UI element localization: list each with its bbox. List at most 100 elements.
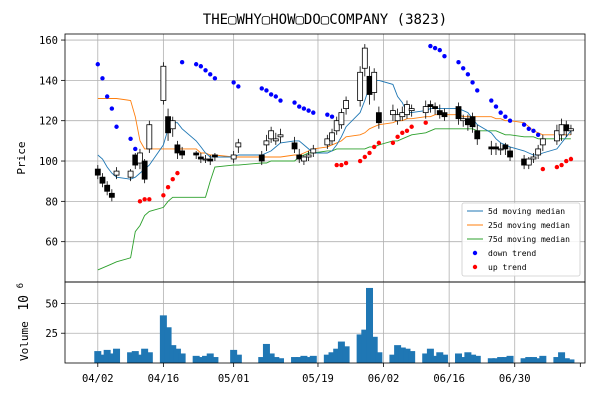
down-trend-marker	[208, 72, 213, 77]
up-trend-marker	[559, 162, 564, 168]
up-trend-marker	[568, 156, 574, 162]
down-trend-marker	[212, 76, 218, 81]
candlestick	[197, 152, 204, 164]
price-tick-labels: 60 80 100 120 140 160	[39, 35, 65, 249]
down-trend-marker	[498, 110, 503, 115]
legend-marker-swatch	[472, 264, 478, 270]
volume-bar	[440, 354, 448, 363]
candle-down-body	[296, 154, 303, 160]
candle-down-body	[441, 112, 448, 118]
candle-down-body	[104, 184, 111, 192]
candlestick	[127, 169, 134, 182]
volume-bar	[356, 334, 364, 363]
candle-down-body	[94, 168, 101, 176]
candlestick	[268, 126, 275, 143]
legend-label: up trend	[488, 263, 527, 272]
candle-up-body	[404, 104, 410, 116]
down-trend-marker	[329, 114, 335, 119]
candle-down-body	[179, 150, 186, 156]
down-trend-marker	[535, 132, 541, 138]
candle-down-body	[507, 150, 513, 158]
up-trend-marker	[343, 160, 349, 166]
down-trend-marker	[493, 104, 499, 109]
down-trend-marker	[442, 53, 447, 59]
down-trend-marker	[311, 110, 316, 115]
down-trend-marker	[203, 68, 208, 73]
volume-bar	[403, 348, 411, 363]
volume-bar	[389, 354, 397, 363]
candle-down-body	[165, 116, 171, 134]
candle-up-body	[408, 108, 415, 112]
up-trend-marker	[409, 124, 414, 129]
trend-markers	[95, 43, 574, 204]
x-tick-label: 04/02	[82, 373, 114, 385]
candlestick	[525, 156, 532, 170]
volume-bar	[394, 345, 402, 363]
candle-up-body	[169, 120, 176, 130]
candlestick	[305, 150, 312, 162]
candlestick	[432, 102, 438, 115]
up-trend-marker	[161, 193, 166, 198]
x-tick-label: 05/19	[302, 373, 334, 385]
volume-bar	[464, 352, 472, 363]
down-trend-marker	[133, 146, 138, 152]
candle-up-body	[263, 140, 270, 146]
down-trend-marker	[460, 66, 466, 71]
volume-grid	[65, 282, 585, 363]
chart-title: THE▢WHY▢HOW▢DO▢COMPANY (3823)	[203, 12, 447, 28]
x-tick-label: 05/01	[218, 373, 250, 385]
candlestick	[427, 100, 434, 113]
up-trend-marker	[390, 140, 396, 146]
volume-bar	[506, 355, 514, 363]
volume-bar	[127, 352, 135, 363]
volume-bar	[398, 347, 406, 363]
volume-bar	[103, 349, 111, 363]
down-trend-marker	[236, 84, 241, 89]
volume-bar	[342, 346, 350, 363]
volume-bar	[291, 357, 299, 363]
down-trend-marker	[456, 60, 461, 65]
down-trend-marker	[100, 76, 105, 81]
candle-down-body	[474, 130, 481, 140]
price-tick-label: 140	[39, 75, 58, 87]
volume-bar	[173, 348, 181, 363]
candle-down-body	[141, 160, 148, 180]
down-trend-marker	[297, 104, 302, 109]
down-trend-marker	[264, 88, 269, 93]
volume-bar	[141, 348, 149, 363]
candle-up-body	[277, 134, 284, 138]
down-trend-marker	[325, 112, 330, 117]
down-trend-marker	[301, 106, 307, 111]
volume-bar	[309, 355, 317, 363]
candle-up-body	[305, 154, 312, 158]
candlestick	[441, 108, 448, 121]
candlestick	[113, 167, 120, 180]
candlestick	[399, 106, 406, 121]
volume-bar	[337, 341, 345, 363]
candle-down-body	[427, 104, 434, 107]
candlestick	[179, 146, 186, 160]
price-panel: 60 80 100 120 140 160 Price 5d moving median 2…	[15, 33, 586, 283]
candle-up-body	[329, 132, 335, 142]
volume-bar	[436, 352, 444, 363]
candle-up-body	[127, 170, 134, 178]
candlestick	[104, 181, 111, 196]
candle-up-body	[137, 152, 143, 164]
volume-bar	[534, 358, 542, 363]
price-axis-label: Price	[15, 141, 28, 174]
candle-up-body	[361, 47, 368, 69]
candlestick	[212, 152, 218, 162]
up-trend-marker	[175, 170, 180, 176]
volume-bar	[272, 357, 280, 363]
candlestick	[408, 104, 415, 117]
candle-up-body	[539, 138, 546, 146]
candlestick	[394, 108, 401, 125]
candlestick	[258, 150, 265, 166]
volume-bar	[145, 352, 153, 363]
down-trend-marker	[432, 45, 438, 51]
volume-bar	[178, 353, 186, 363]
candlestick	[310, 144, 317, 157]
volume-bar	[497, 357, 505, 363]
volume-bar	[98, 354, 106, 363]
